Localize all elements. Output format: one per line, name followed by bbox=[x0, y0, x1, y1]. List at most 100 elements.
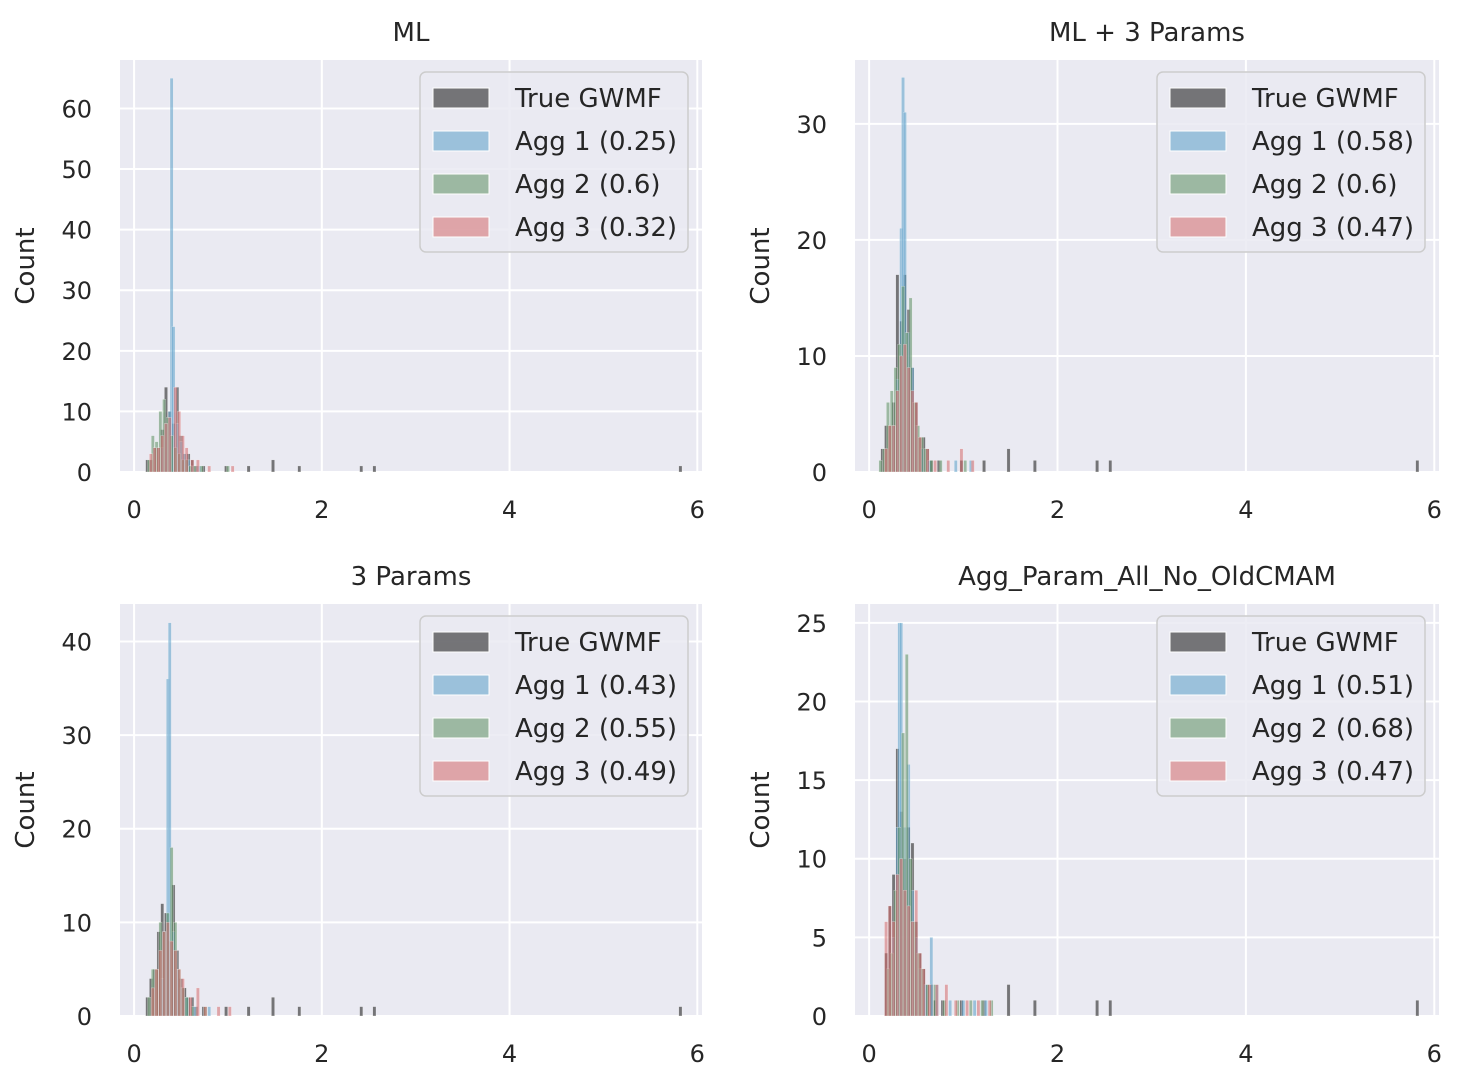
histogram-bar bbox=[359, 465, 364, 473]
y-tick-label: 0 bbox=[77, 459, 92, 487]
histogram-bar bbox=[891, 425, 896, 473]
histogram-bar bbox=[1033, 1000, 1037, 1017]
legend-swatch bbox=[1169, 760, 1227, 782]
histogram-bar bbox=[207, 465, 211, 473]
legend-swatch bbox=[1169, 717, 1227, 739]
histogram-bar bbox=[959, 448, 964, 473]
histogram-bar bbox=[905, 654, 909, 1017]
histogram-bar bbox=[884, 921, 888, 1017]
x-tick-label: 2 bbox=[1050, 496, 1065, 524]
legend-label: True GWMF bbox=[514, 84, 662, 114]
legend-label: Agg 2 (0.6) bbox=[515, 170, 661, 200]
histogram-bar bbox=[984, 1000, 988, 1017]
legend-label: Agg 3 (0.49) bbox=[515, 757, 677, 787]
legend: True GWMF Agg 1 (0.58) Agg 2 (0.6) Agg 3 (0… bbox=[1156, 71, 1426, 253]
legend-label: Agg 2 (0.68) bbox=[1252, 714, 1414, 744]
y-tick-label: 40 bbox=[61, 217, 92, 245]
x-tick-label: 2 bbox=[314, 496, 329, 524]
histogram-bar bbox=[1108, 460, 1113, 473]
histogram-bar bbox=[1415, 1000, 1420, 1017]
histogram-bar bbox=[899, 858, 903, 1017]
legend-label: Agg 1 (0.58) bbox=[1252, 127, 1414, 157]
x-tick-label: 4 bbox=[1238, 1040, 1253, 1068]
y-tick-label: 5 bbox=[812, 924, 827, 952]
legend: True GWMF Agg 1 (0.25) Agg 2 (0.6) Agg 3 (0… bbox=[419, 71, 689, 253]
y-tick-label: 20 bbox=[61, 816, 92, 844]
histogram-bar bbox=[177, 968, 181, 1017]
histogram-bar bbox=[188, 997, 193, 1017]
histogram-bar bbox=[190, 459, 195, 473]
x-tick-label: 2 bbox=[314, 1040, 329, 1068]
histogram-bar bbox=[156, 447, 161, 473]
histogram-bar bbox=[918, 436, 922, 473]
y-tick-label: 0 bbox=[77, 1003, 92, 1031]
legend-label: True GWMF bbox=[1251, 628, 1399, 658]
histogram-bar bbox=[1108, 1000, 1113, 1017]
y-tick-label: 30 bbox=[61, 277, 92, 305]
legend: True GWMF Agg 1 (0.43) Agg 2 (0.55) Agg 3 (… bbox=[419, 615, 689, 797]
histogram-bar bbox=[921, 968, 926, 1017]
y-tick-label: 10 bbox=[796, 846, 827, 874]
histogram-bar bbox=[216, 1006, 221, 1017]
histogram-bar bbox=[181, 435, 185, 473]
y-tick-label: 10 bbox=[796, 343, 827, 371]
histogram-bar bbox=[878, 460, 883, 473]
y-tick-label: 30 bbox=[796, 111, 827, 139]
histogram-bar bbox=[173, 386, 178, 473]
legend-swatch bbox=[1169, 674, 1227, 696]
legend-swatch bbox=[432, 760, 490, 782]
y-tick-label: 10 bbox=[61, 909, 92, 937]
y-tick-label: 15 bbox=[796, 767, 827, 795]
histogram-bar bbox=[297, 1006, 302, 1017]
histogram-bar bbox=[372, 1006, 377, 1017]
histogram-bar bbox=[196, 987, 200, 1017]
histogram-bar bbox=[1415, 460, 1420, 473]
histogram-bar bbox=[948, 1000, 952, 1017]
histogram-bar bbox=[965, 1000, 969, 1017]
histogram-bar bbox=[910, 390, 915, 473]
x-tick-label: 4 bbox=[1238, 496, 1253, 524]
y-tick-label: 0 bbox=[812, 459, 827, 487]
x-tick-label: 6 bbox=[690, 1040, 705, 1068]
y-axis-label: Count bbox=[11, 771, 41, 848]
histogram-bar bbox=[164, 423, 168, 473]
legend-box bbox=[1156, 615, 1426, 797]
legend-swatch bbox=[432, 87, 490, 109]
histogram-bar bbox=[230, 465, 235, 473]
chart-title: ML bbox=[393, 18, 430, 48]
series-4 bbox=[884, 858, 992, 1017]
legend-swatch bbox=[432, 717, 490, 739]
chart-panel-3: 0 2 4 6 0 10 20 30 40 Count 3 Params True GWMF Agg 1… bbox=[11, 562, 705, 1068]
histogram-bar bbox=[177, 411, 181, 473]
x-tick-label: 6 bbox=[1427, 1040, 1442, 1068]
legend-swatch bbox=[1169, 130, 1227, 152]
histogram-bar bbox=[906, 905, 911, 1017]
histogram-bar bbox=[246, 1006, 251, 1017]
y-tick-label: 20 bbox=[61, 338, 92, 366]
histogram-bar bbox=[929, 937, 934, 1017]
legend-swatch bbox=[1169, 87, 1227, 109]
histogram-bar bbox=[972, 1000, 977, 1017]
series-4 bbox=[884, 344, 975, 473]
histogram-bar bbox=[914, 402, 919, 473]
histogram-bar bbox=[918, 952, 922, 1017]
histogram-bar bbox=[929, 460, 934, 473]
histogram-bar bbox=[938, 460, 943, 473]
legend-swatch bbox=[432, 130, 490, 152]
histogram-bar bbox=[953, 460, 958, 473]
histogram-bar bbox=[1033, 460, 1037, 473]
histogram-bar bbox=[927, 984, 932, 1017]
histogram-bar bbox=[297, 465, 302, 473]
histogram-bar bbox=[154, 968, 159, 1017]
histogram-bar bbox=[372, 465, 377, 473]
histogram-bar bbox=[167, 417, 172, 473]
histogram-bar bbox=[181, 978, 185, 1017]
histogram-bar bbox=[271, 997, 275, 1017]
histogram-bar bbox=[160, 435, 165, 473]
legend-label: Agg 3 (0.47) bbox=[1252, 213, 1414, 243]
histogram-bar bbox=[895, 874, 900, 1017]
histogram-bar bbox=[903, 889, 907, 1017]
x-tick-label: 6 bbox=[1427, 496, 1442, 524]
histogram-bar bbox=[158, 950, 163, 1017]
